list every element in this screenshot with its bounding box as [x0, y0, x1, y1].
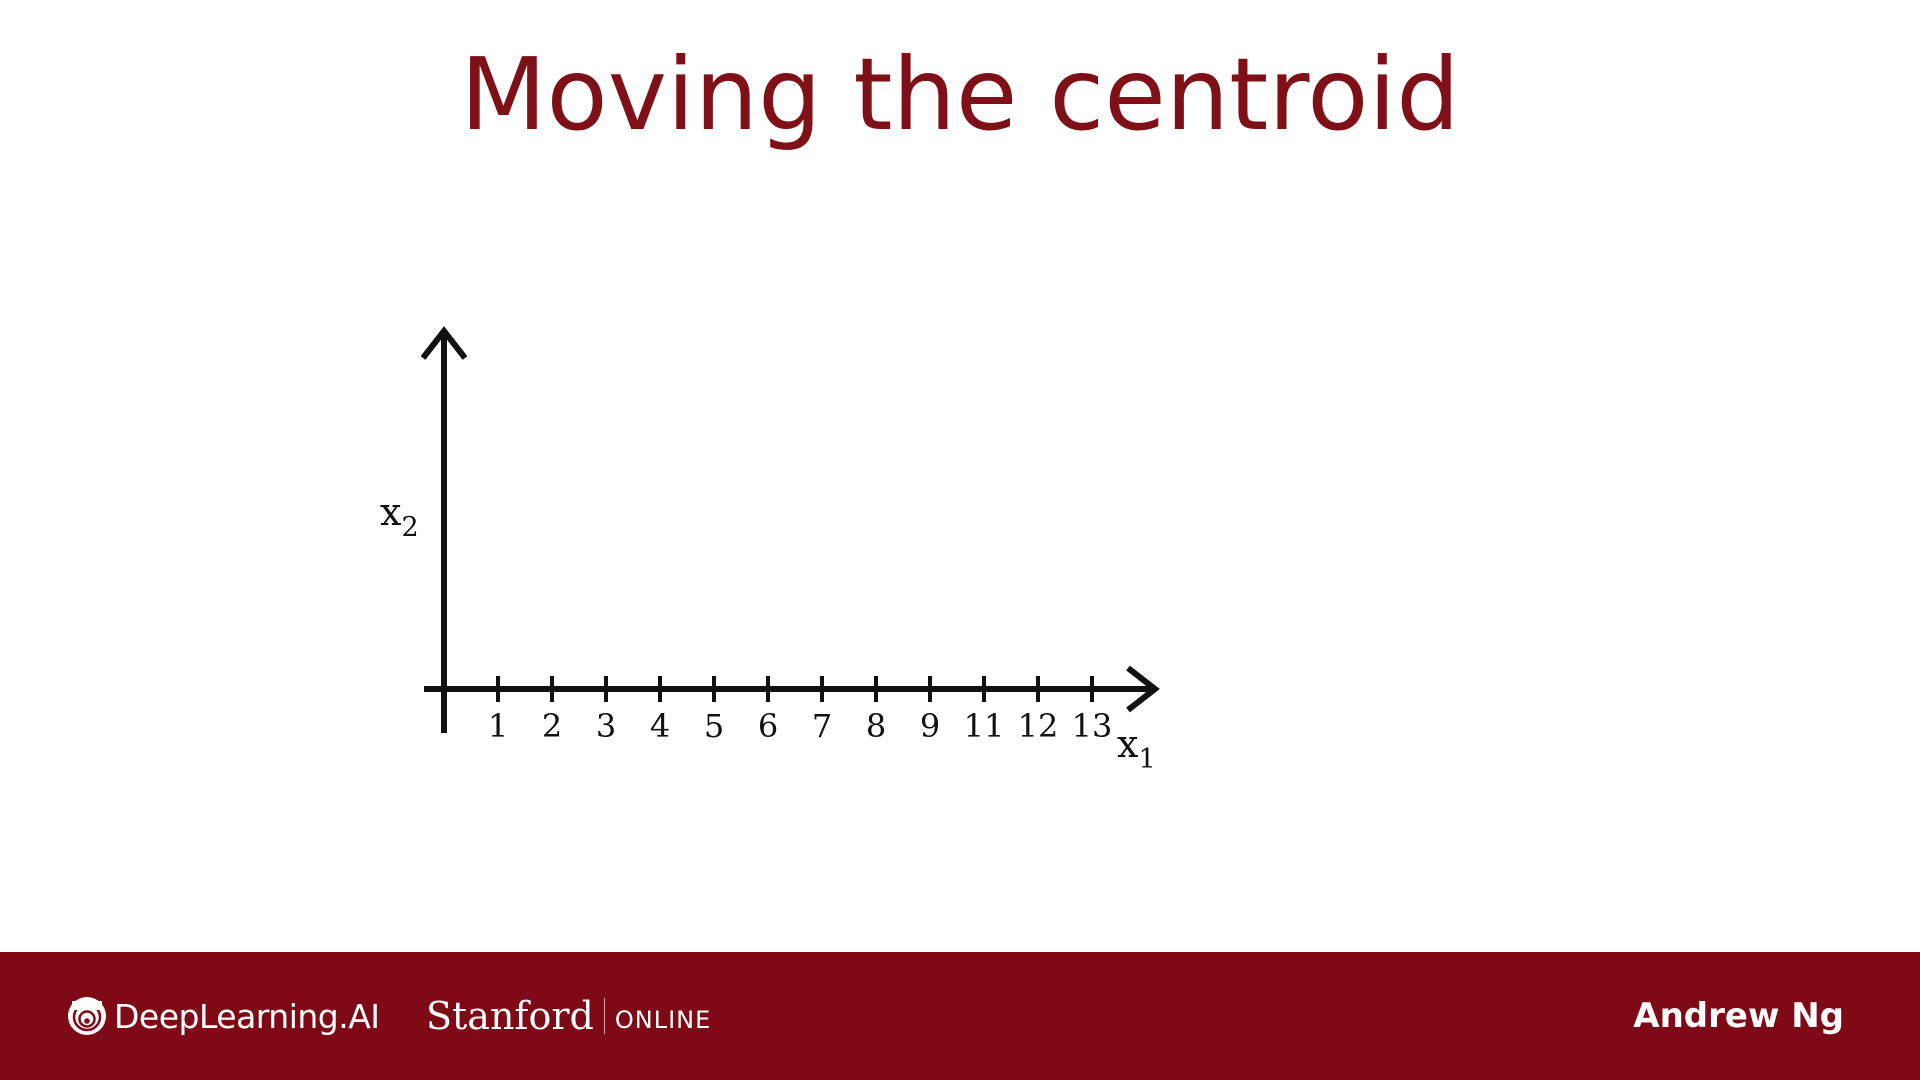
x-axis-label: x1: [1117, 722, 1156, 775]
brand-divider: [603, 998, 605, 1034]
x-tick-label: 12: [1018, 707, 1059, 745]
x-tick-label: 4: [650, 707, 670, 745]
deeplearning-ai-logo-icon: [68, 997, 106, 1035]
x-axis-arrowhead: [1126, 665, 1160, 713]
stanford-online-brand: Stanford ONLINE: [426, 990, 711, 1042]
x-tick-label: 8: [866, 707, 886, 745]
axes-chart: 1 2 3 4 5 6 7 8 9 11 12 13 x2 x1: [380, 326, 1160, 775]
x-tick-label: 5: [704, 707, 724, 745]
deeplearning-ai-brand: DeepLearning.AI: [66, 992, 380, 1040]
presenter-name: Andrew Ng: [1633, 996, 1844, 1036]
y-axis-label-main: x: [380, 490, 401, 534]
slide-title: Moving the centroid: [460, 36, 1460, 153]
deeplearning-ai-text: DeepLearning.AI: [114, 996, 380, 1036]
y-axis-label: x2: [380, 490, 419, 543]
x-tick-label: 2: [542, 707, 562, 745]
online-text: ONLINE: [614, 1006, 712, 1034]
x-tick-label: 6: [758, 707, 778, 745]
footer-bar: DeepLearning.AI Stanford ONLINE Andrew N…: [0, 952, 1920, 1080]
y-axis-label-subscript: 2: [401, 512, 418, 543]
x-tick-label: 13: [1072, 707, 1113, 745]
x-tick-label: 7: [812, 707, 832, 745]
stanford-text: Stanford: [426, 994, 594, 1038]
y-axis-arrowhead: [420, 326, 468, 360]
x-tick-label: 1: [488, 707, 508, 745]
x-tick-label: 11: [964, 707, 1005, 745]
x-axis-ticks: 1 2 3 4 5 6 7 8 9 11 12 13: [488, 676, 1113, 745]
x-axis-label-main: x: [1117, 722, 1138, 766]
x-tick-label: 9: [920, 707, 940, 745]
x-axis-label-subscript: 1: [1138, 744, 1155, 775]
x-tick-label: 3: [596, 707, 616, 745]
